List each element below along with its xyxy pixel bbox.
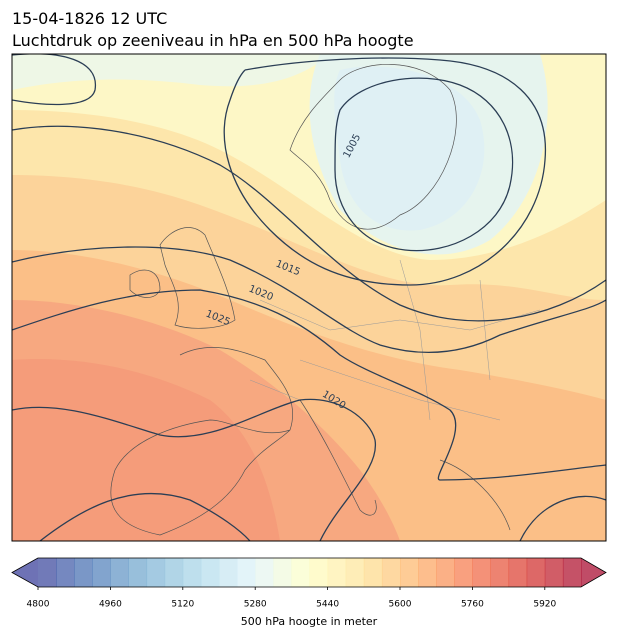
colorbar-bin — [381, 558, 401, 587]
colorbar-bin — [273, 558, 292, 587]
isobar — [12, 54, 96, 106]
colorbar-bin — [526, 558, 546, 587]
colorbar-bin — [56, 558, 75, 587]
colorbar-label: 500 hPa hoogte in meter — [241, 615, 378, 628]
map-frame — [11, 53, 607, 542]
isobar — [223, 57, 547, 286]
fill-band — [12, 359, 280, 541]
colorbar-tick-label: 5440 — [316, 600, 339, 610]
colorbar-bin — [291, 558, 310, 587]
title: 15-04-1826 12 UTC — [12, 9, 167, 28]
colorbar-tick-label: 5280 — [244, 600, 267, 610]
colorbar-tick-label: 4960 — [99, 600, 122, 610]
colorbar-bin — [363, 558, 383, 587]
colorbar: 4800 4960 5120 5280 5440 5600 5760 5920 — [11, 557, 607, 610]
isobar — [12, 289, 606, 481]
colorbar-bin — [436, 558, 455, 587]
isobar — [519, 495, 606, 541]
colorbar-bin — [128, 558, 148, 587]
colorbar-bin — [418, 558, 437, 587]
colorbar-bin — [544, 558, 564, 587]
colorbar-bin — [164, 558, 184, 587]
colorbar-bin — [508, 558, 528, 587]
colorbar-tick-label: 5920 — [533, 600, 556, 610]
colorbar-bin — [237, 558, 256, 587]
map — [12, 54, 606, 541]
colorbar-tick-label: 4800 — [27, 600, 50, 610]
coastline — [289, 64, 457, 230]
colorbar-bin — [345, 558, 365, 587]
colorbar-bin — [92, 558, 111, 587]
colorbar-extend — [581, 558, 606, 587]
isobar — [12, 398, 376, 541]
colorbar-bin — [454, 558, 473, 587]
coastline — [159, 227, 236, 329]
colorbar-bin — [309, 558, 329, 587]
isobar — [12, 125, 606, 322]
fill-band — [12, 54, 330, 90]
colorbar-bin — [472, 558, 491, 587]
colorbar-bin — [74, 558, 93, 587]
isobar — [334, 77, 514, 252]
subtitle: Luchtdruk op zeeniveau in hPa en 500 hPa… — [12, 31, 414, 50]
colorbar-bin — [327, 558, 347, 587]
colorbar-bin — [490, 558, 510, 587]
coastline — [439, 459, 511, 531]
colorbar-bin — [219, 558, 238, 587]
colorbar-bin — [38, 558, 57, 587]
border — [249, 259, 541, 421]
coastline — [110, 347, 294, 536]
colorbar-bin — [182, 558, 202, 587]
colorbar-tick-label: 5120 — [171, 600, 194, 610]
coastline — [299, 399, 377, 516]
colorbar-outline — [11, 557, 607, 588]
coastline — [129, 269, 161, 298]
colorbar-tick-label: 5760 — [461, 600, 484, 610]
colorbar-extend — [12, 558, 38, 587]
colorbar-bin — [110, 558, 129, 587]
colorbar-tick-label: 5600 — [389, 600, 412, 610]
isobar — [12, 246, 606, 354]
isobar — [39, 492, 251, 541]
colorbar-bin — [200, 558, 220, 587]
fill-band — [334, 66, 485, 231]
colorbar-bin — [255, 558, 274, 587]
colorbar-bin — [146, 558, 166, 587]
colorbar-bin — [562, 558, 582, 587]
colorbar-bin — [400, 558, 419, 587]
